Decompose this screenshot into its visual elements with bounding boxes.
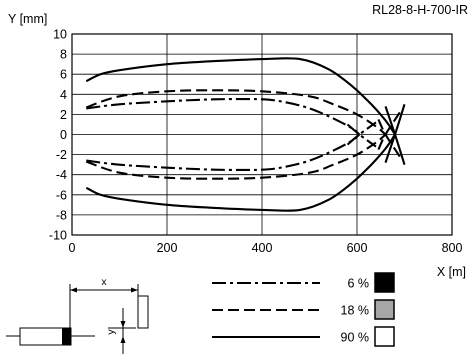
offset-y-arrow-top [120, 321, 126, 328]
legend-label-18: 18 % [341, 304, 370, 318]
series-6-tail-upper-curve [346, 121, 377, 146]
series-90-lower-curve [85, 133, 396, 212]
y-tick-label: -6 [56, 188, 67, 202]
x-axis-label: X [m] [437, 265, 466, 279]
y-axis-label: Y [mm] [8, 12, 47, 26]
sensor-lens [62, 328, 71, 345]
reflector-target [137, 295, 149, 329]
distance-x-arrow-right [131, 287, 138, 293]
y-tick-label: -2 [56, 148, 67, 162]
series-18-percent [85, 89, 401, 180]
y-tick-label: 6 [60, 68, 67, 82]
x-tick-label: 0 [69, 241, 76, 255]
x-tick-label: 800 [442, 241, 463, 255]
x-tick-label: 600 [347, 241, 368, 255]
x-tick-label: 200 [157, 241, 178, 255]
legend-label-6: 6 % [347, 277, 369, 291]
offset-y-label: y [105, 329, 117, 335]
legend: 6 % 18 % 90 % [212, 272, 395, 347]
series-90-tail-lower-curve [384, 106, 406, 166]
y-tick-label: -4 [56, 168, 67, 182]
series-90-upper-curve [85, 57, 396, 136]
distance-x-arrow-left [70, 287, 77, 293]
series-18-lower-curve [85, 133, 387, 180]
y-tick-label: 2 [60, 108, 67, 122]
sensor-geometry-diagram: x y [6, 276, 149, 354]
y-tick-label: 10 [53, 28, 67, 42]
model-label: RL28-8-H-700-IR [372, 3, 468, 17]
distance-x-label: x [101, 276, 107, 288]
series-18-upper-curve [85, 89, 387, 136]
series-6-lower-curve [86, 133, 361, 172]
y-tick-label: 4 [60, 88, 67, 102]
y-tick-label: 0 [60, 128, 67, 142]
y-tick-label: -8 [56, 208, 67, 222]
series-6-tail-lower-curve [346, 123, 377, 148]
offset-y-arrow-bottom [120, 336, 126, 343]
series-6-upper-curve [86, 97, 361, 136]
legend-swatch-90 [374, 326, 395, 347]
y-tick-label: 8 [60, 48, 67, 62]
legend-swatch-18 [374, 299, 395, 320]
series-18-tail-lower-curve [377, 118, 401, 158]
legend-swatch-6 [374, 272, 395, 293]
legend-label-90: 90 % [341, 331, 370, 345]
y-tick-label: -10 [49, 229, 67, 243]
x-tick-label: 400 [252, 241, 273, 255]
series-6-percent [86, 97, 377, 172]
series-90-percent [85, 57, 406, 212]
